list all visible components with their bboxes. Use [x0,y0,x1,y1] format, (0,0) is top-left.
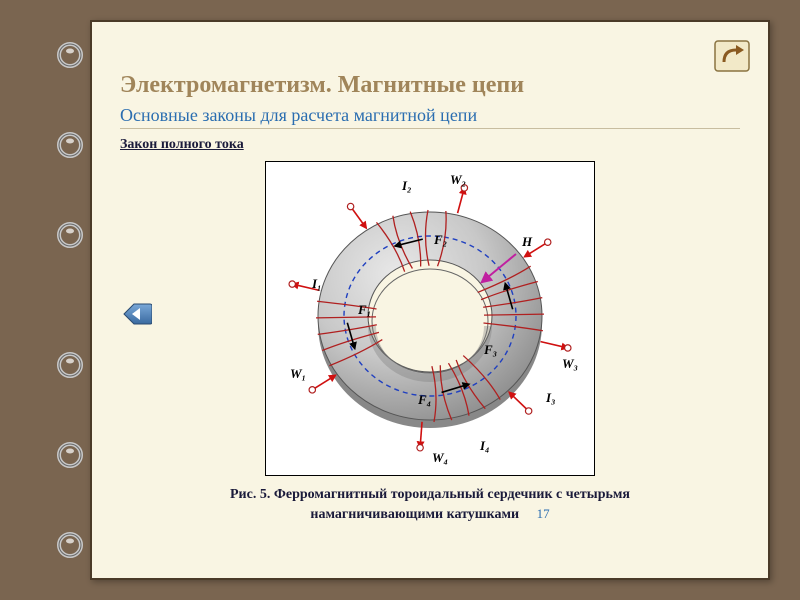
svg-text:W₄: W₄ [432,450,448,465]
page-title: Электромагнетизм. Магнитные цепи [120,72,740,99]
caption-line2: намагничивающими катушками [310,507,519,522]
caption-line1: Рис. 5. Ферромагнитный тороидальный серд… [230,487,630,502]
svg-text:I₃: I₃ [545,390,556,405]
svg-text:F₁: F₁ [357,302,371,317]
page-subtitle: Основные законы для расчета магнитной це… [120,105,740,126]
binder-ring [55,130,85,160]
figure-container: W₁ W₂ W₃ W₄ I₁ I₂ I₃ I₄ F₁ F₂ F₃ F₄ H Рис. 5. Ферром… [120,161,740,525]
page-number: 17 [537,506,550,521]
svg-text:H: H [521,234,533,249]
back-button[interactable] [122,302,152,326]
return-button[interactable] [714,40,750,72]
binder-ring [55,530,85,560]
svg-text:I₄: I₄ [479,438,490,453]
svg-text:I₂: I₂ [401,178,412,193]
svg-text:F₂: F₂ [433,232,447,247]
svg-text:W₂: W₂ [450,172,466,187]
binder-ring [55,220,85,250]
section-label: Закон полного тока [120,137,740,153]
svg-text:W₃: W₃ [562,356,578,371]
binder-ring [55,440,85,470]
slide-page: Электромагнетизм. Магнитные цепи Основны… [90,20,770,580]
figure-caption: Рис. 5. Ферромагнитный тороидальный серд… [182,486,678,525]
divider [120,128,740,129]
binder-ring [55,350,85,380]
svg-text:F₃: F₃ [483,342,497,357]
binder-ring [55,40,85,70]
binder-rings [50,0,90,600]
svg-text:W₁: W₁ [290,366,306,381]
svg-text:F₄: F₄ [417,392,431,407]
figure-box: W₁ W₂ W₃ W₄ I₁ I₂ I₃ I₄ F₁ F₂ F₃ F₄ H [265,161,595,476]
svg-text:I₁: I₁ [311,276,322,291]
toroid-diagram: W₁ W₂ W₃ W₄ I₁ I₂ I₃ I₄ F₁ F₂ F₃ F₄ H [270,166,590,466]
